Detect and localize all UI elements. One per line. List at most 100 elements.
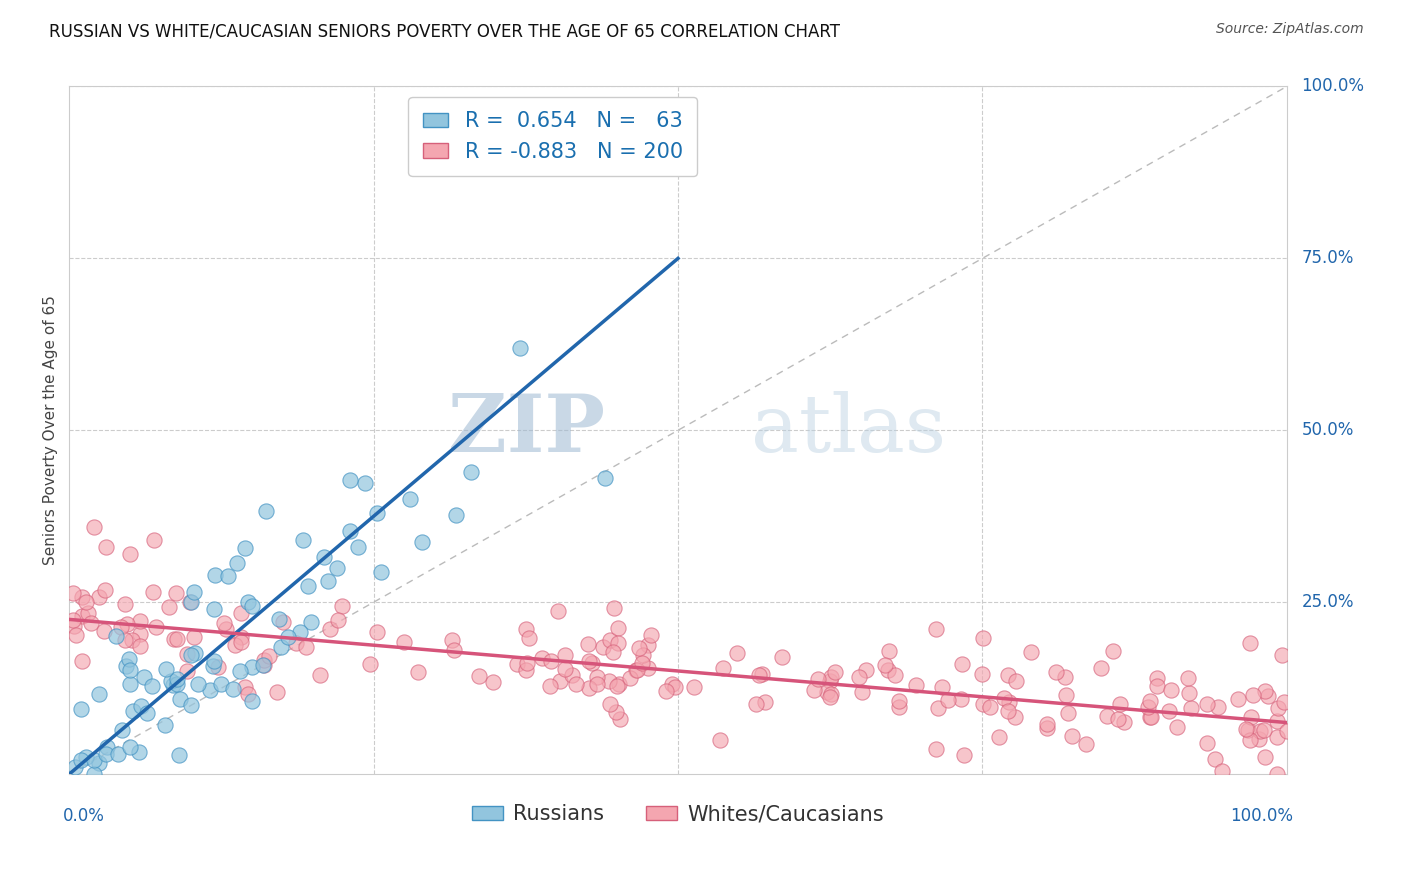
Point <box>180 648 202 662</box>
Point <box>1057 706 1080 721</box>
Point <box>224 638 246 652</box>
Point <box>515 663 537 677</box>
Point <box>145 620 167 634</box>
Point <box>330 599 353 613</box>
Point <box>240 599 263 614</box>
Text: 100.0%: 100.0% <box>1302 78 1364 95</box>
Point <box>229 634 252 648</box>
Text: 0.0%: 0.0% <box>63 807 105 825</box>
Point <box>818 673 841 688</box>
Point <box>554 662 576 676</box>
Point <box>460 465 482 479</box>
Point <box>277 630 299 644</box>
Point <box>346 540 368 554</box>
Point <box>441 633 464 648</box>
Point <box>725 646 748 660</box>
Point <box>271 615 294 629</box>
Point <box>1211 764 1233 778</box>
Point <box>1265 714 1288 728</box>
Point <box>366 624 388 639</box>
Point <box>166 677 188 691</box>
Point <box>682 680 704 694</box>
Text: ZIP: ZIP <box>449 392 605 469</box>
Point <box>70 590 93 604</box>
Point <box>1036 716 1059 731</box>
Point <box>132 670 155 684</box>
Point <box>1254 683 1277 698</box>
Point <box>824 665 846 679</box>
Point <box>1197 736 1219 750</box>
Point <box>89 687 111 701</box>
Point <box>887 700 910 714</box>
Point <box>997 667 1019 681</box>
Point <box>153 718 176 732</box>
Point <box>1272 695 1295 709</box>
Point <box>65 628 87 642</box>
Point <box>578 681 600 696</box>
Point <box>267 611 290 625</box>
Point <box>120 739 142 754</box>
Point <box>855 664 877 678</box>
Y-axis label: Seniors Poverty Over the Age of 65: Seniors Poverty Over the Age of 65 <box>44 295 58 566</box>
Point <box>1157 704 1180 718</box>
Point <box>209 677 232 691</box>
Point <box>70 654 93 668</box>
Point <box>515 622 537 636</box>
Point <box>925 622 948 636</box>
Point <box>157 599 180 614</box>
Point <box>240 660 263 674</box>
Point <box>1160 682 1182 697</box>
Point <box>1019 645 1042 659</box>
Point <box>1101 643 1123 657</box>
Point <box>745 697 768 711</box>
Point <box>972 632 994 646</box>
Point <box>998 695 1021 709</box>
Point <box>631 656 654 670</box>
Point <box>1054 688 1077 702</box>
Point <box>1139 694 1161 708</box>
Point <box>530 651 553 665</box>
Point <box>107 747 129 761</box>
Point <box>1267 701 1289 715</box>
Point <box>319 622 342 636</box>
Point <box>254 503 277 517</box>
Point <box>411 534 433 549</box>
Point <box>142 584 165 599</box>
Point <box>626 663 648 677</box>
Point <box>141 679 163 693</box>
Point <box>62 613 84 627</box>
Point <box>1166 720 1188 734</box>
Point <box>288 625 311 640</box>
Point <box>1036 721 1059 735</box>
Point <box>62 586 84 600</box>
Point <box>538 679 561 693</box>
Point <box>114 597 136 611</box>
Point <box>1146 679 1168 693</box>
Point <box>129 699 152 714</box>
Point <box>184 646 207 660</box>
Point <box>70 753 93 767</box>
Point <box>70 609 93 624</box>
Point <box>598 674 620 689</box>
Legend: Russians, Whites/Caucasians: Russians, Whites/Caucasians <box>464 796 893 832</box>
Point <box>619 671 641 685</box>
Point <box>301 615 323 629</box>
Point <box>314 550 336 565</box>
Point <box>128 614 150 628</box>
Point <box>118 677 141 691</box>
Point <box>1241 689 1264 703</box>
Point <box>212 615 235 630</box>
Point <box>931 680 953 694</box>
Point <box>1257 689 1279 703</box>
Point <box>1062 729 1084 743</box>
Point <box>655 684 678 698</box>
Point <box>291 533 314 548</box>
Point <box>1226 691 1249 706</box>
Text: 75.0%: 75.0% <box>1302 250 1354 268</box>
Point <box>603 601 626 615</box>
Point <box>176 664 198 678</box>
Point <box>1208 700 1230 714</box>
Point <box>63 619 86 633</box>
Point <box>807 672 830 686</box>
Point <box>586 670 609 684</box>
